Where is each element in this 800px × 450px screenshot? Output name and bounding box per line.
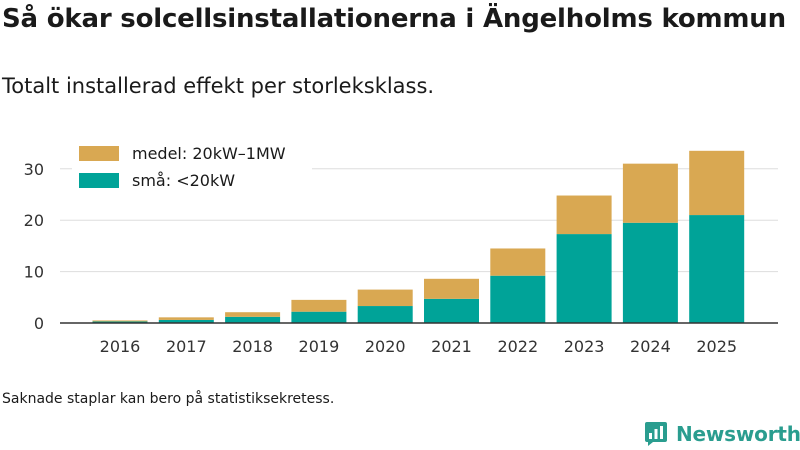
x-tick-label: 2016 <box>100 337 141 356</box>
bar-small-2017 <box>158 319 214 323</box>
bar-medium-2016 <box>92 320 148 322</box>
x-tick-label: 2022 <box>497 337 538 356</box>
bar-medium-2022 <box>490 248 546 276</box>
bar-medium-2020 <box>357 289 413 307</box>
bar-medium-2021 <box>424 278 479 299</box>
bar-medium-2018 <box>225 312 281 317</box>
bar-medium-2024 <box>622 163 678 223</box>
x-tick-label: 2024 <box>630 337 671 356</box>
x-tick-label: 2017 <box>166 337 207 356</box>
bar-small-2024 <box>622 222 678 323</box>
legend: medel: 20kW–1MW små: <20kW <box>72 140 312 196</box>
legend-swatch <box>79 173 119 188</box>
bar-small-2022 <box>490 275 546 323</box>
y-tick-label: 0 <box>34 314 44 333</box>
x-tick-label: 2020 <box>365 337 406 356</box>
bar-medium-2023 <box>556 195 612 235</box>
x-tick-label: 2019 <box>299 337 340 356</box>
stacked-bar-chart: 0 10 20 30 2016 2017 2018 2019 2020 2021 2022 2023 2… <box>24 140 778 356</box>
chart-title: Så ökar solcellsinstallationerna i Ängel… <box>2 4 786 34</box>
bar-medium-2025 <box>689 150 745 216</box>
bar-small-2018 <box>225 316 281 323</box>
bar-small-2021 <box>424 298 479 323</box>
bar-medium-2019 <box>291 299 347 312</box>
chart-subtitle: Totalt installerad effekt per storlekskl… <box>2 74 435 98</box>
bar-small-2019 <box>291 311 347 323</box>
bars <box>92 150 745 323</box>
legend-label: medel: 20kW–1MW <box>132 144 286 163</box>
newsworthy-logo-icon <box>645 422 667 446</box>
x-tick-label: 2018 <box>232 337 273 356</box>
bar-small-2020 <box>357 306 413 323</box>
bar-medium-2017 <box>158 317 214 320</box>
x-tick-label: 2023 <box>564 337 605 356</box>
footnote: Saknade staplar kan bero på statistiksek… <box>2 391 335 407</box>
axes: 0 10 20 30 2016 2017 2018 2019 2020 2021 2022 2023 2… <box>24 160 778 356</box>
legend-swatch <box>79 146 119 161</box>
bar-small-2016 <box>92 321 148 323</box>
y-tick-label: 20 <box>24 211 44 230</box>
x-tick-label: 2025 <box>696 337 737 356</box>
x-tick-label: 2021 <box>431 337 472 356</box>
brand-logo: Newsworthy <box>644 420 800 448</box>
bar-small-2025 <box>689 215 745 323</box>
y-tick-label: 10 <box>24 263 44 282</box>
brand-name: Newsworthy <box>676 422 800 446</box>
legend-label: små: <20kW <box>132 171 235 190</box>
bar-small-2023 <box>556 234 612 323</box>
y-tick-label: 30 <box>24 160 44 179</box>
